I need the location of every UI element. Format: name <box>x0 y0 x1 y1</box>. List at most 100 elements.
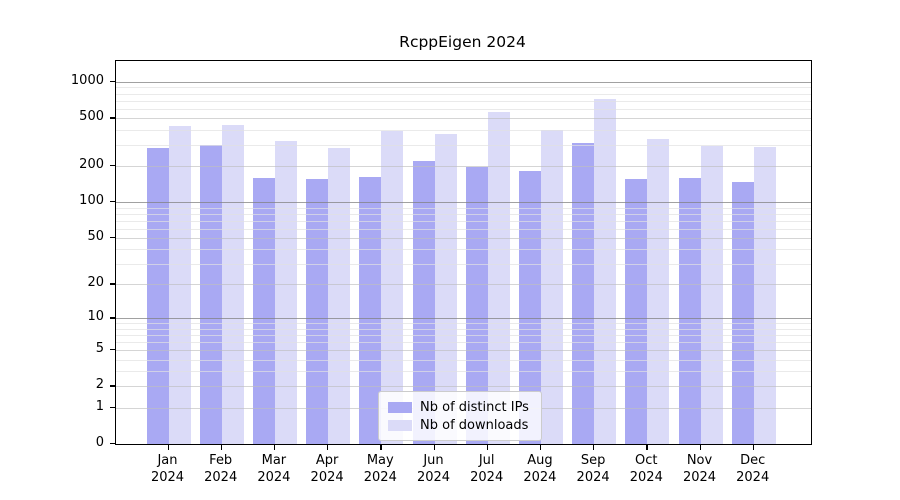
gridline <box>116 284 811 286</box>
gridline <box>116 202 811 204</box>
gridline <box>116 318 811 320</box>
bar-downloads-sep <box>594 99 617 444</box>
x-tick-label: Nov 2024 <box>682 453 717 485</box>
x-tick-label: Apr 2024 <box>310 453 344 485</box>
x-tick-mark <box>699 445 701 450</box>
x-tick-label: Feb 2024 <box>204 453 238 485</box>
y-tick-mark <box>110 236 115 239</box>
x-tick-label: Mar 2024 <box>257 453 291 485</box>
bar-downloads-apr <box>328 147 351 444</box>
bar-distinct-ips-aug <box>518 170 541 444</box>
x-tick-mark <box>486 445 489 450</box>
y-tick-mark <box>110 201 115 203</box>
gridline <box>116 166 811 168</box>
bar-downloads-mar <box>274 141 297 444</box>
y-tick-label: 5 <box>95 341 104 357</box>
x-tick-label: Oct 2024 <box>629 453 663 485</box>
x-tick-mark <box>752 445 755 450</box>
x-tick-label: Jan 2024 <box>150 453 185 485</box>
plot-area <box>115 60 812 445</box>
bar-distinct-ips-dec <box>731 181 754 444</box>
minor-gridline <box>116 323 811 325</box>
bar-distinct-ips-sep <box>572 143 595 444</box>
x-tick-mark <box>167 445 169 450</box>
bar-distinct-ips-may <box>359 177 382 444</box>
bar-downloads-aug <box>540 130 563 444</box>
chart-title: RcppEigen 2024 <box>399 33 526 51</box>
minor-gridline <box>116 249 811 251</box>
legend-swatch-distinct-ips <box>388 401 412 413</box>
minor-gridline <box>116 371 811 373</box>
y-tick-mark <box>110 165 115 167</box>
x-tick-label: Dec 2024 <box>736 453 770 485</box>
x-tick-label: Sep 2024 <box>576 453 610 485</box>
bar-distinct-ips-nov <box>678 177 701 444</box>
gridline <box>116 118 811 120</box>
legend-item-distinct-ips: Nb of distinct IPs <box>379 399 541 415</box>
y-tick-mark <box>110 80 115 83</box>
y-tick-label: 200 <box>79 157 104 173</box>
y-tick-label: 1000 <box>70 72 104 88</box>
x-tick-label: Jun 2024 <box>416 453 451 485</box>
bar-distinct-ips-oct <box>625 178 648 444</box>
minor-gridline <box>116 213 811 215</box>
y-tick-mark <box>110 117 115 119</box>
minor-gridline <box>116 220 811 222</box>
y-tick-mark <box>110 283 115 285</box>
y-tick-mark <box>110 349 115 351</box>
bar-distinct-ips-jan <box>146 148 169 444</box>
minor-gridline <box>116 359 811 361</box>
minor-gridline <box>116 108 811 110</box>
legend: Nb of distinct IPs Nb of downloads <box>378 391 542 441</box>
x-tick-label: May 2024 <box>363 453 397 485</box>
gridline <box>116 350 811 352</box>
minor-gridline <box>116 335 811 336</box>
y-tick-mark <box>110 385 115 387</box>
gridline <box>116 237 811 239</box>
minor-gridline <box>116 264 811 265</box>
minor-gridline <box>116 207 811 209</box>
x-tick-mark <box>646 445 648 450</box>
y-tick-label: 50 <box>87 228 104 244</box>
legend-label-downloads: Nb of downloads <box>420 417 529 433</box>
x-tick-label: Jul 2024 <box>470 453 504 485</box>
minor-gridline <box>116 87 811 89</box>
bar-distinct-ips-mar <box>252 178 275 444</box>
minor-gridline <box>116 328 811 330</box>
y-tick-label: 2 <box>95 377 104 393</box>
bar-distinct-ips-feb <box>199 144 222 444</box>
minor-gridline <box>116 100 811 102</box>
bar-distinct-ips-jul <box>465 166 488 444</box>
bar-downloads-oct <box>647 138 670 444</box>
y-tick-label: 0 <box>95 435 104 450</box>
x-tick-mark <box>593 445 595 450</box>
gridline <box>116 386 811 388</box>
bar-downloads-nov <box>700 145 723 444</box>
x-tick-mark <box>220 445 223 450</box>
y-tick-mark <box>110 443 115 445</box>
bar-distinct-ips-apr <box>306 178 329 444</box>
grid-layer <box>116 61 811 444</box>
x-tick-mark <box>433 445 435 450</box>
legend-item-downloads: Nb of downloads <box>379 417 541 433</box>
y-tick-mark <box>110 406 115 409</box>
x-tick-mark <box>380 445 382 450</box>
bar-downloads-may <box>381 131 404 444</box>
minor-gridline <box>116 228 811 230</box>
legend-swatch-downloads <box>388 419 412 431</box>
bar-downloads-jun <box>434 133 457 444</box>
x-tick-label: Aug 2024 <box>523 453 557 485</box>
minor-gridline <box>116 144 811 146</box>
bar-distinct-ips-jun <box>412 161 435 444</box>
y-tick-label: 100 <box>79 193 104 209</box>
minor-gridline <box>116 93 811 95</box>
y-tick-label: 10 <box>87 309 104 325</box>
x-tick-mark <box>539 445 542 450</box>
minor-gridline <box>116 129 811 131</box>
x-tick-mark <box>327 445 329 450</box>
y-tick-label: 1 <box>95 398 104 414</box>
y-tick-label: 20 <box>87 275 104 291</box>
y-tick-mark <box>110 317 115 319</box>
x-tick-mark <box>273 445 276 450</box>
